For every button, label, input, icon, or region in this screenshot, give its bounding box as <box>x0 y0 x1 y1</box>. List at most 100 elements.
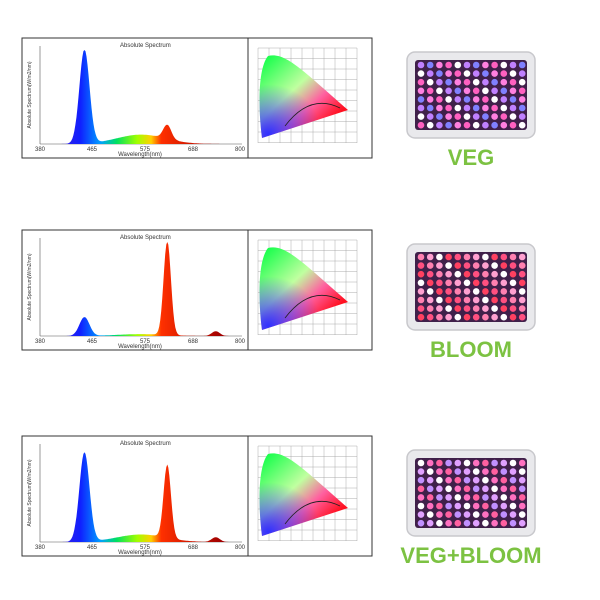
led <box>445 459 452 467</box>
led <box>417 305 425 312</box>
led <box>436 279 443 287</box>
led <box>426 288 434 295</box>
led <box>491 502 498 510</box>
led <box>472 459 480 467</box>
led <box>472 270 480 278</box>
led <box>509 296 517 304</box>
led <box>500 70 508 77</box>
led <box>436 61 443 69</box>
led <box>426 485 434 493</box>
led <box>426 113 434 120</box>
led <box>509 253 517 261</box>
led <box>491 70 498 77</box>
led <box>426 96 434 103</box>
led <box>445 70 452 77</box>
led <box>463 96 471 103</box>
led <box>500 78 508 86</box>
led <box>426 502 434 510</box>
led <box>500 476 508 484</box>
led <box>436 476 443 484</box>
led <box>500 61 508 69</box>
spectrum-frame <box>21 229 249 351</box>
led <box>518 502 526 510</box>
led <box>500 296 508 304</box>
led <box>417 511 425 518</box>
led <box>463 313 471 321</box>
led <box>518 519 526 527</box>
led <box>491 279 498 287</box>
led <box>463 253 471 261</box>
led <box>472 313 480 321</box>
led <box>454 468 462 475</box>
led <box>491 313 498 321</box>
led <box>454 104 462 112</box>
led <box>417 468 425 475</box>
led <box>500 104 508 112</box>
x-tick-label: 688 <box>188 545 199 551</box>
led <box>463 61 471 69</box>
led <box>417 61 425 69</box>
cie-diagram <box>259 453 348 536</box>
led <box>454 296 462 304</box>
led <box>482 96 489 103</box>
led <box>426 468 434 475</box>
led <box>472 78 480 86</box>
led <box>482 113 489 120</box>
led <box>436 468 443 475</box>
led <box>491 78 498 86</box>
led <box>436 494 443 501</box>
led <box>482 494 489 501</box>
led <box>482 313 489 321</box>
panel-label: BLOOM <box>430 337 512 362</box>
led <box>454 61 462 69</box>
led <box>491 96 498 103</box>
led <box>445 511 452 518</box>
led <box>500 113 508 120</box>
led <box>463 70 471 77</box>
led <box>491 121 498 129</box>
led <box>509 305 517 312</box>
spectrum-y-label: Absolute Spectrum(W/m2/nm) <box>27 459 33 526</box>
led <box>518 511 526 518</box>
led <box>445 262 452 269</box>
led <box>472 519 480 527</box>
led <box>472 61 480 69</box>
led <box>463 104 471 112</box>
x-tick-label: 575 <box>140 545 151 551</box>
led <box>417 502 425 510</box>
led <box>518 313 526 321</box>
led <box>518 262 526 269</box>
led <box>445 87 452 95</box>
led <box>426 313 434 321</box>
led <box>500 519 508 527</box>
led <box>454 113 462 120</box>
led <box>472 96 480 103</box>
led <box>472 104 480 112</box>
led <box>463 121 471 129</box>
led <box>445 121 452 129</box>
led <box>463 459 471 467</box>
led <box>436 519 443 527</box>
led <box>500 262 508 269</box>
led <box>436 270 443 278</box>
led <box>518 78 526 86</box>
led <box>509 288 517 295</box>
led <box>500 121 508 129</box>
spectrum-x-label: Wavelength(nm) <box>118 344 162 350</box>
led <box>454 87 462 95</box>
led <box>426 70 434 77</box>
x-tick-label: 575 <box>140 339 151 345</box>
led <box>500 87 508 95</box>
led <box>500 279 508 287</box>
led <box>436 511 443 518</box>
led <box>482 262 489 269</box>
led <box>417 87 425 95</box>
led <box>436 288 443 295</box>
led <box>454 305 462 312</box>
led <box>445 104 452 112</box>
led-board <box>415 252 527 322</box>
led <box>491 494 498 501</box>
led <box>482 253 489 261</box>
led <box>445 270 452 278</box>
led <box>454 476 462 484</box>
